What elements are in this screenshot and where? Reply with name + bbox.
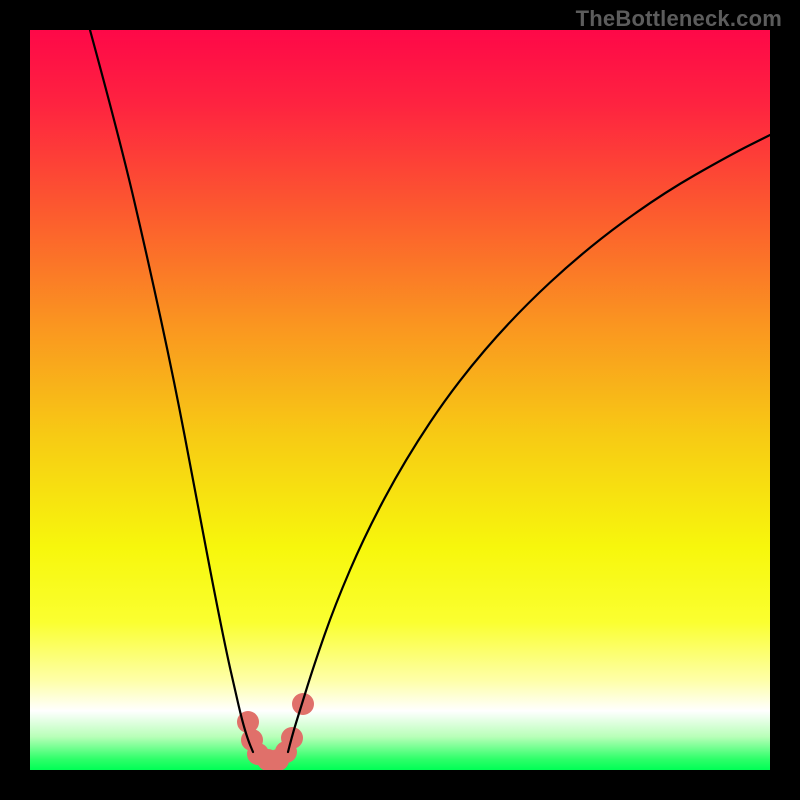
chart-svg bbox=[30, 30, 770, 770]
plot-area bbox=[30, 30, 770, 770]
gradient-background bbox=[30, 30, 770, 770]
chart-frame: TheBottleneck.com bbox=[0, 0, 800, 800]
watermark-text: TheBottleneck.com bbox=[576, 6, 782, 32]
